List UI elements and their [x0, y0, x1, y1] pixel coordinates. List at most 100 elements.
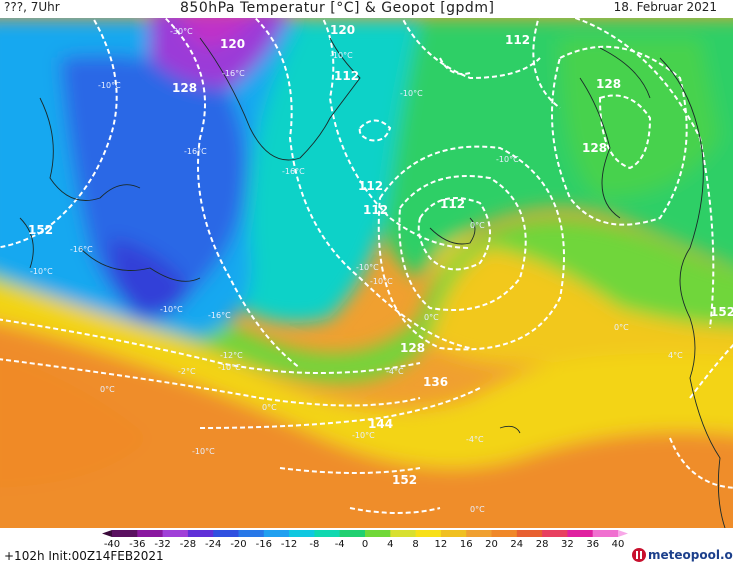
temp-label: -12°C — [220, 351, 243, 360]
colorbar-tick-label: 16 — [460, 539, 473, 548]
temp-label: -10°C — [218, 363, 241, 372]
colorbar-tick-label: -28 — [180, 539, 196, 548]
temp-label: 0°C — [470, 505, 485, 514]
colorbar-swatch — [542, 530, 568, 537]
colorbar-swatch — [466, 530, 492, 537]
weather-map: 120 120 112 128 112 112 128 128 112 152 … — [0, 18, 733, 528]
colorbar-swatch — [415, 530, 442, 537]
colorbar-tick-label: -36 — [129, 539, 145, 548]
forecast-date: 18. Februar 2021 — [613, 0, 717, 14]
colorbar-swatch — [592, 530, 619, 537]
temp-label: 0°C — [262, 403, 277, 412]
colorbar-swatch — [440, 530, 467, 537]
meteopool-logo-icon — [632, 548, 646, 562]
temp-label: -10°C — [330, 51, 353, 60]
colorbar-swatch — [339, 530, 366, 537]
colorbar-tick-label: -24 — [205, 539, 221, 548]
colorbar-swatch — [162, 530, 189, 537]
temp-label: -10°C — [30, 267, 53, 276]
colorbar-swatch — [137, 530, 164, 537]
colorbar-swatch — [112, 530, 138, 537]
temperature-field — [0, 18, 733, 528]
colorbar-tick-label: -40 — [104, 539, 120, 548]
geopot-label: 128 — [400, 341, 425, 355]
colorbar-tick-label: -20 — [230, 539, 246, 548]
colorbar-tick-label: 12 — [435, 539, 448, 548]
temp-label: -4°C — [466, 435, 484, 444]
colorbar-swatch — [491, 530, 518, 537]
temp-label: -16°C — [208, 311, 231, 320]
temp-label: -10°C — [496, 155, 519, 164]
geopot-label: 152 — [28, 223, 53, 237]
colorbar-swatch — [238, 530, 265, 537]
temp-label: -10°C — [160, 305, 183, 314]
geopot-label: 136 — [423, 375, 448, 389]
geopot-label: 120 — [330, 23, 355, 37]
temp-label: -30°C — [170, 27, 193, 36]
colorbar-swatch — [289, 530, 315, 537]
colorbar-swatch — [390, 530, 417, 537]
temp-label: -16°C — [184, 147, 207, 156]
colorbar-swatch — [263, 530, 290, 537]
temp-label: -10°C — [192, 447, 215, 456]
logo-text: meteopool.org — [648, 548, 733, 562]
colorbar-tick-label: 4 — [387, 539, 393, 548]
colorbar-tick-label: 28 — [536, 539, 549, 548]
colorbar-tick-label: -8 — [309, 539, 319, 548]
geopot-label: 152 — [710, 305, 733, 319]
temp-label-group: -30°C -10°C -16°C -16°C -10°C -16°C -10°… — [30, 27, 683, 514]
geopot-label: 112 — [440, 197, 465, 211]
geopot-label: 128 — [596, 77, 621, 91]
map-header: ???, 7Uhr 850hPa Temperatur [°C] & Geopo… — [0, 0, 733, 18]
temp-label: -10°C — [352, 431, 375, 440]
geopot-label: 112 — [334, 69, 359, 83]
geopot-label: 128 — [582, 141, 607, 155]
colorbar-end-high — [618, 530, 628, 537]
colorbar-tick-label: 32 — [561, 539, 574, 548]
colorbar-tick-label: -16 — [256, 539, 272, 548]
temperature-colorbar: -40 -36 -32 -28 -24 -20 -16 -12 -8 -4 0 4 8 12 16 20 24 2… — [102, 530, 628, 548]
geopot-label-group: 120 120 112 128 112 112 128 128 112 152 … — [28, 23, 733, 487]
geopot-label: 112 — [505, 33, 530, 47]
temp-label: 0°C — [424, 313, 439, 322]
run-info: +102h Init:00Z14FEB2021 — [4, 549, 164, 563]
colorbar-tick-label: 24 — [510, 539, 523, 548]
colorbar-tick-label: 0 — [362, 539, 368, 548]
temp-label: 0°C — [614, 323, 629, 332]
temp-label: -10°C — [356, 263, 379, 272]
temp-label: 0°C — [100, 385, 115, 394]
geopot-label: 112 — [363, 203, 388, 217]
temp-label: -16°C — [222, 69, 245, 78]
map-title: 850hPa Temperatur [°C] & Geopot [gpdm] — [180, 0, 495, 16]
geopot-label: 152 — [392, 473, 417, 487]
colorbar-tick-label: -4 — [335, 539, 345, 548]
colorbar-tick-label: 40 — [612, 539, 625, 548]
geopot-label: 112 — [358, 179, 383, 193]
colorbar-swatch — [314, 530, 341, 537]
temp-label: -4°C — [386, 367, 404, 376]
temp-label: -10°C — [98, 81, 121, 90]
colorbar-tick-label: 36 — [586, 539, 599, 548]
meteopool-logo[interactable]: meteopool.org — [632, 548, 733, 564]
colorbar-tick-label: -12 — [281, 539, 297, 548]
temp-label: -16°C — [70, 245, 93, 254]
geopot-label: 144 — [368, 417, 393, 431]
temp-label: -16°C — [282, 167, 305, 176]
colorbar-swatches — [102, 530, 628, 537]
temp-label: -2°C — [178, 367, 196, 376]
colorbar-tick-label: -32 — [154, 539, 170, 548]
temp-label: -10°C — [400, 89, 423, 98]
colorbar-end-low — [102, 530, 112, 537]
geopot-label: 120 — [220, 37, 245, 51]
temp-label: 0°C — [470, 221, 485, 230]
temp-label: -10°C — [370, 277, 393, 286]
geopot-label: 128 — [172, 81, 197, 95]
colorbar-swatch — [365, 530, 391, 537]
colorbar-tick-label: 20 — [485, 539, 498, 548]
colorbar-swatch — [213, 530, 239, 537]
colorbar-swatch — [567, 530, 594, 537]
colorbar-tick-label: 8 — [412, 539, 418, 548]
legend-area: -40 -36 -32 -28 -24 -20 -16 -12 -8 -4 0 4 8 12 16 20 24 2… — [0, 528, 733, 566]
temp-label: 4°C — [668, 351, 683, 360]
location-time-label: ???, 7Uhr — [4, 0, 60, 14]
